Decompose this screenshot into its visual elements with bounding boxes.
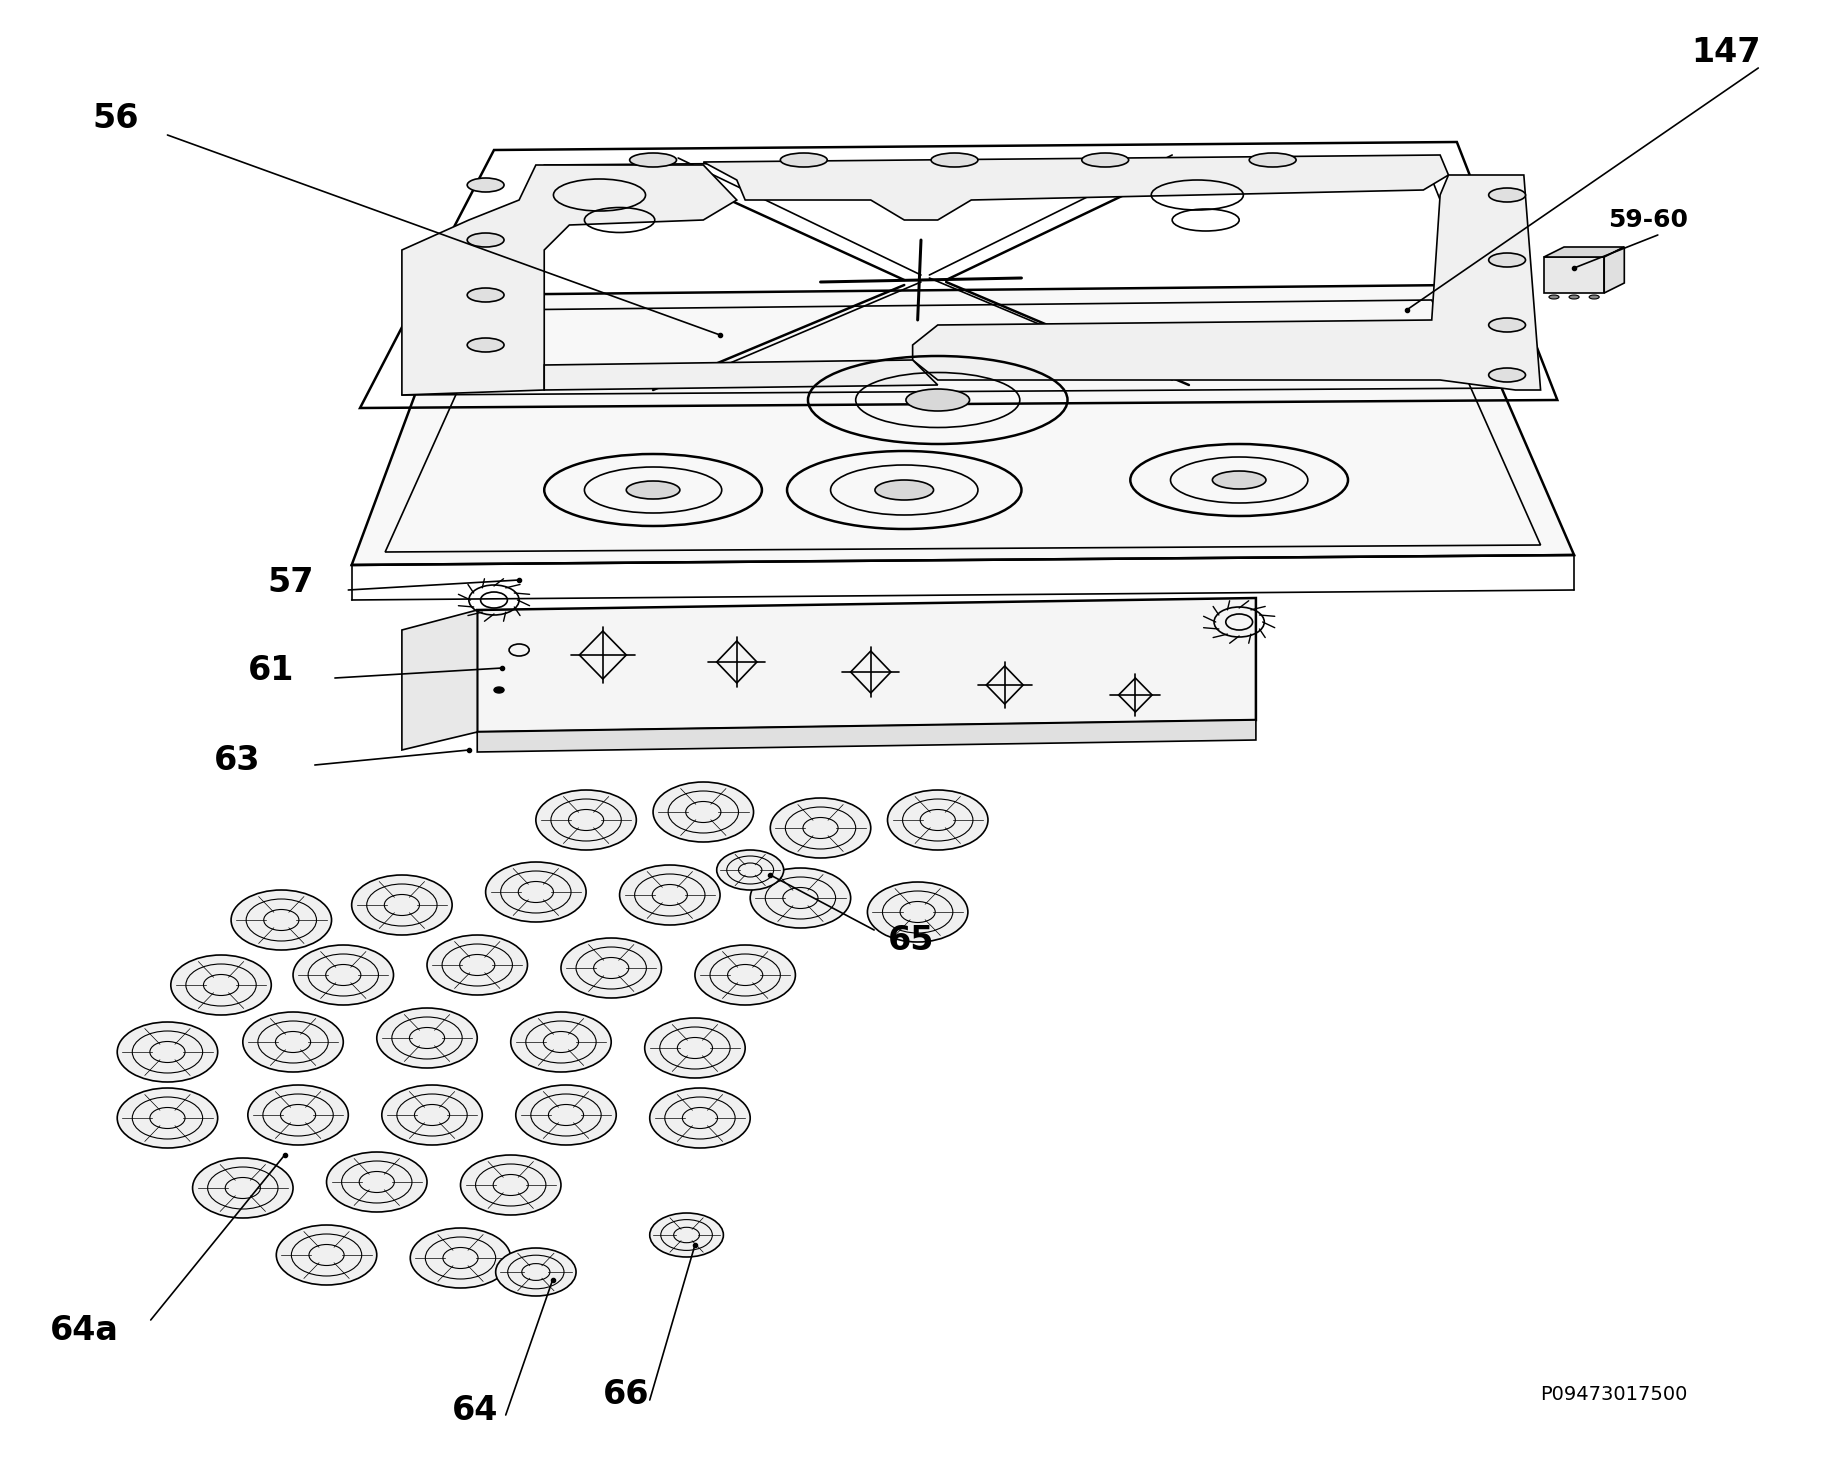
Ellipse shape (427, 934, 527, 995)
Polygon shape (1544, 257, 1604, 293)
Ellipse shape (562, 937, 661, 998)
Text: 63: 63 (214, 744, 262, 776)
Text: 61: 61 (249, 653, 295, 687)
Ellipse shape (118, 1022, 217, 1083)
Text: 59-60: 59-60 (1608, 208, 1687, 232)
Ellipse shape (868, 882, 967, 942)
Ellipse shape (468, 337, 505, 352)
Ellipse shape (750, 868, 851, 929)
Ellipse shape (630, 153, 676, 167)
Ellipse shape (1249, 153, 1297, 167)
Ellipse shape (619, 866, 720, 926)
Ellipse shape (276, 1225, 378, 1285)
Ellipse shape (1488, 188, 1525, 202)
Polygon shape (402, 610, 477, 750)
Ellipse shape (930, 153, 978, 167)
Polygon shape (352, 285, 1575, 565)
Ellipse shape (293, 945, 394, 1005)
Ellipse shape (193, 1157, 293, 1218)
Ellipse shape (326, 1152, 427, 1212)
Ellipse shape (411, 1228, 510, 1288)
Ellipse shape (694, 945, 796, 1005)
Ellipse shape (495, 1248, 577, 1295)
Polygon shape (1604, 246, 1625, 293)
Polygon shape (477, 720, 1256, 753)
Ellipse shape (516, 1086, 617, 1146)
Ellipse shape (1488, 368, 1525, 381)
Ellipse shape (717, 849, 783, 890)
Text: 64a: 64a (50, 1313, 120, 1347)
Polygon shape (402, 164, 737, 395)
Ellipse shape (1569, 295, 1579, 299)
Text: 57: 57 (267, 565, 315, 599)
Ellipse shape (510, 1012, 612, 1072)
Ellipse shape (171, 955, 271, 1015)
Ellipse shape (1488, 252, 1525, 267)
Polygon shape (704, 156, 1448, 220)
Ellipse shape (468, 233, 505, 246)
Ellipse shape (118, 1089, 217, 1149)
Ellipse shape (468, 288, 505, 302)
Text: 66: 66 (602, 1379, 650, 1411)
Ellipse shape (888, 791, 987, 849)
Ellipse shape (875, 480, 934, 500)
Text: 56: 56 (92, 101, 138, 135)
Ellipse shape (494, 687, 505, 692)
Ellipse shape (1212, 471, 1265, 489)
Text: 65: 65 (888, 924, 934, 956)
Ellipse shape (460, 1155, 562, 1215)
Ellipse shape (645, 1018, 746, 1078)
Polygon shape (912, 175, 1540, 390)
Ellipse shape (650, 1213, 724, 1257)
Ellipse shape (1590, 295, 1599, 299)
Ellipse shape (770, 798, 871, 858)
Ellipse shape (381, 1086, 483, 1146)
Ellipse shape (626, 481, 680, 499)
Ellipse shape (1081, 153, 1129, 167)
Ellipse shape (230, 890, 332, 951)
Text: P09473017500: P09473017500 (1540, 1385, 1687, 1404)
Ellipse shape (352, 874, 451, 934)
Ellipse shape (1488, 318, 1525, 332)
Ellipse shape (486, 863, 586, 921)
Polygon shape (543, 359, 938, 390)
Polygon shape (1544, 246, 1625, 257)
Ellipse shape (378, 1008, 477, 1068)
Ellipse shape (654, 782, 753, 842)
Ellipse shape (781, 153, 827, 167)
Ellipse shape (650, 1089, 750, 1149)
Text: 64: 64 (451, 1394, 499, 1426)
Ellipse shape (249, 1086, 348, 1146)
Ellipse shape (906, 389, 969, 411)
Ellipse shape (243, 1012, 343, 1072)
Ellipse shape (468, 178, 505, 192)
Ellipse shape (1549, 295, 1558, 299)
Polygon shape (477, 599, 1256, 732)
Ellipse shape (536, 791, 635, 849)
Text: 147: 147 (1691, 35, 1761, 69)
